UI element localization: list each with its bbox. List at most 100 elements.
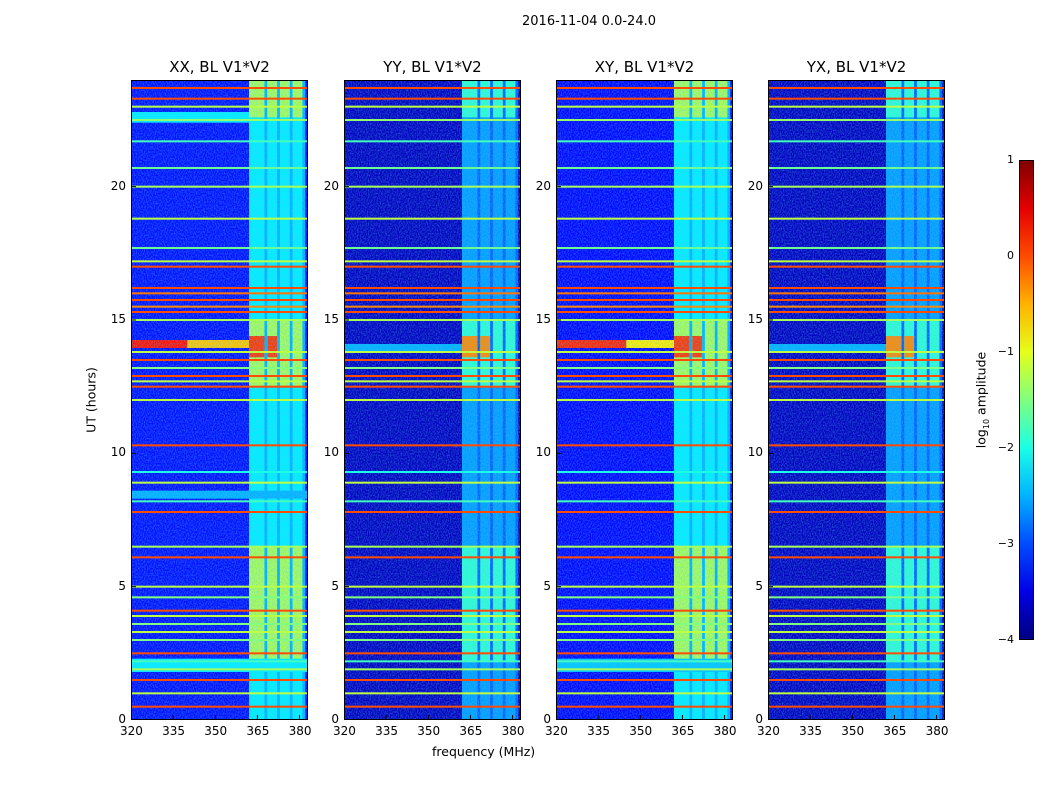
rfi-line bbox=[556, 668, 733, 671]
rfi-line bbox=[768, 639, 945, 641]
rfi-line bbox=[768, 260, 945, 263]
rfi-line bbox=[768, 511, 945, 513]
rfi-line bbox=[131, 185, 308, 188]
x-tick-label: 380 bbox=[288, 724, 312, 738]
x-tick-label: 350 bbox=[629, 724, 653, 738]
rfi-line bbox=[556, 367, 733, 369]
rfi-line bbox=[344, 399, 521, 401]
rfi-line bbox=[768, 385, 945, 388]
rfi-line bbox=[131, 556, 308, 559]
colorbar-tick-label: −1 bbox=[997, 345, 1014, 358]
rfi-line bbox=[768, 705, 945, 708]
colorbar bbox=[1019, 160, 1034, 640]
colorbar-tick-label: 1 bbox=[1007, 153, 1014, 166]
rfi-line bbox=[131, 105, 308, 108]
rfi-line bbox=[131, 399, 308, 401]
y-tick-label: 20 bbox=[535, 178, 551, 193]
figure-title: 2016-11-04 0.0-24.0 bbox=[522, 14, 656, 29]
x-tick-label: 320 bbox=[120, 724, 143, 738]
rfi-line bbox=[556, 385, 733, 388]
rfi-line bbox=[131, 444, 308, 447]
rfi-line bbox=[556, 380, 733, 383]
panel-title: XY, BL V1*V2 bbox=[594, 58, 695, 76]
rfi-line bbox=[344, 652, 521, 655]
colorbar-tick-label: −4 bbox=[997, 633, 1014, 646]
rfi-line bbox=[344, 623, 521, 625]
panel-title: YY, BL V1*V2 bbox=[383, 58, 482, 76]
rfi-line bbox=[768, 265, 945, 268]
rfi-line bbox=[344, 311, 521, 313]
rfi-line bbox=[344, 444, 521, 447]
rfi-line bbox=[556, 444, 733, 447]
rfi-line bbox=[768, 679, 945, 681]
x-tick-label: 335 bbox=[162, 724, 186, 738]
rfi-line bbox=[131, 217, 308, 220]
rfi-line bbox=[768, 167, 945, 169]
y-tick-label: 20 bbox=[110, 178, 126, 193]
colorbar-tick-label: −3 bbox=[997, 537, 1014, 550]
x-tick-label: 380 bbox=[501, 724, 525, 738]
rfi-line bbox=[768, 380, 945, 383]
y-tick-label: 10 bbox=[110, 445, 126, 460]
rfi-line bbox=[131, 299, 308, 301]
rfi-line bbox=[131, 545, 308, 548]
rfi-line bbox=[556, 545, 733, 548]
x-tick-label: 320 bbox=[333, 724, 356, 738]
rfi-line bbox=[556, 500, 733, 503]
rfi-line bbox=[344, 679, 521, 681]
spectrogram-panel bbox=[344, 80, 521, 720]
rfi-line bbox=[131, 596, 308, 599]
x-tick-label: 320 bbox=[757, 724, 780, 738]
rfi-line bbox=[556, 105, 733, 108]
rfi-line bbox=[768, 585, 945, 588]
rfi-line bbox=[344, 631, 521, 633]
y-tick-label: 5 bbox=[543, 578, 551, 593]
rfi-line bbox=[556, 652, 733, 655]
rfi-line bbox=[131, 311, 308, 313]
rfi-line bbox=[556, 305, 733, 308]
rfi-line bbox=[344, 367, 521, 369]
rfi-line bbox=[131, 639, 308, 641]
colorbar-tick-label: 0 bbox=[1007, 249, 1014, 262]
rfi-line bbox=[131, 287, 308, 289]
x-tick-label: 380 bbox=[713, 724, 737, 738]
rfi-line bbox=[344, 359, 521, 361]
y-tick-label: 0 bbox=[331, 712, 339, 726]
rfi-line bbox=[131, 679, 308, 681]
rfi-line bbox=[768, 351, 945, 353]
rfi-line bbox=[768, 375, 945, 377]
rfi-line bbox=[344, 119, 521, 121]
rfi-line bbox=[344, 247, 521, 249]
rfi-line bbox=[556, 87, 733, 89]
rfi-line bbox=[556, 705, 733, 708]
rfi-line bbox=[344, 556, 521, 559]
rfi-line bbox=[131, 351, 308, 353]
rfi-line bbox=[344, 500, 521, 503]
y-tick-label: 20 bbox=[323, 178, 339, 193]
rfi-line bbox=[131, 500, 308, 503]
rfi-line bbox=[344, 287, 521, 289]
rfi-line bbox=[131, 167, 308, 169]
rfi-line bbox=[556, 596, 733, 599]
rfi-line bbox=[344, 299, 521, 301]
rfi-line bbox=[768, 105, 945, 108]
rfi-line bbox=[131, 87, 308, 89]
rfi-line bbox=[131, 375, 308, 377]
rfi-line bbox=[131, 609, 308, 612]
rfi-line bbox=[768, 623, 945, 625]
rfi-line bbox=[131, 319, 308, 321]
rfi-line bbox=[556, 375, 733, 377]
rfi-line bbox=[344, 511, 521, 513]
rfi-line bbox=[768, 217, 945, 220]
rfi-line bbox=[768, 319, 945, 321]
y-tick-label: 0 bbox=[755, 712, 763, 726]
rfi-line bbox=[768, 119, 945, 121]
rfi-line bbox=[768, 556, 945, 559]
rfi-line bbox=[131, 692, 308, 695]
rfi-line bbox=[344, 260, 521, 263]
rfi-line bbox=[131, 247, 308, 249]
rfi-line bbox=[556, 265, 733, 268]
rfi-line bbox=[131, 471, 308, 473]
rfi-line bbox=[768, 367, 945, 369]
rfi-line bbox=[556, 299, 733, 301]
